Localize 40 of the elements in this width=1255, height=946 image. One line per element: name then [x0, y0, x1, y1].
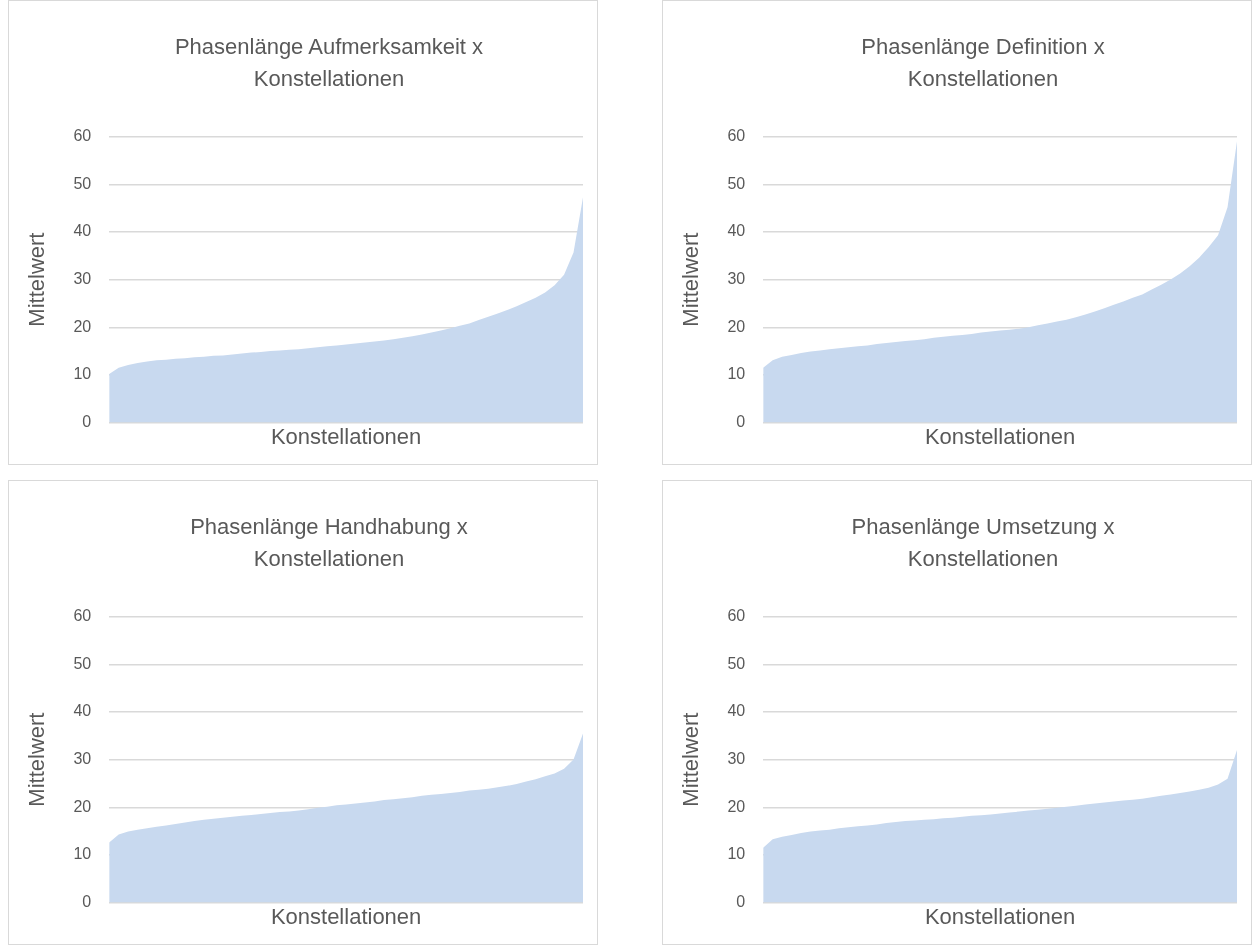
- y-tick-label: 40: [73, 222, 92, 240]
- y-tick-label: 50: [727, 174, 746, 192]
- chart-title: Phasenlänge Definition x Konstellationen: [860, 33, 1106, 93]
- x-axis-title: Konstellationen: [270, 903, 422, 929]
- y-axis-title: Mittelwert: [678, 232, 704, 327]
- y-tick-label: 10: [727, 845, 746, 863]
- y-tick-label: 20: [727, 317, 746, 335]
- x-axis-title: Konstellationen: [924, 903, 1076, 929]
- y-tick-label: 10: [73, 365, 92, 383]
- y-tick-label: 60: [727, 127, 746, 145]
- y-tick-label: 50: [727, 654, 746, 672]
- y-tick-label: 40: [727, 702, 746, 720]
- y-tick-label: 30: [73, 270, 92, 288]
- y-tick-label: 0: [736, 893, 746, 911]
- y-tick-label: 40: [73, 702, 92, 720]
- y-tick-label: 60: [73, 607, 92, 625]
- y-tick-label: 10: [727, 365, 746, 383]
- y-tick-label: 0: [82, 413, 92, 431]
- y-tick-label: 10: [73, 845, 92, 863]
- y-tick-label: 30: [727, 270, 746, 288]
- chart-title: Phasenlänge Umsetzung x Konstellationen: [850, 513, 1116, 573]
- y-tick-label: 20: [73, 317, 92, 335]
- y-axis-title: Mittelwert: [24, 232, 50, 327]
- chart-title: Phasenlänge Aufmerksamkeit x Konstellationen: [173, 33, 485, 93]
- y-tick-label: 30: [73, 750, 92, 768]
- y-tick-label: 20: [73, 797, 92, 815]
- y-tick-label: 60: [73, 127, 92, 145]
- y-tick-label: 0: [736, 413, 746, 431]
- y-tick-label: 50: [73, 654, 92, 672]
- x-axis-title: Konstellationen: [270, 423, 422, 449]
- y-tick-label: 60: [727, 607, 746, 625]
- y-tick-label: 50: [73, 174, 92, 192]
- y-axis-title: Mittelwert: [678, 712, 704, 807]
- y-tick-label: 20: [727, 797, 746, 815]
- chart-title: Phasenlänge Handhabung x Konstellationen: [189, 513, 469, 573]
- y-tick-label: 30: [727, 750, 746, 768]
- y-tick-label: 40: [727, 222, 746, 240]
- x-axis-title: Konstellationen: [924, 423, 1076, 449]
- y-tick-label: 0: [82, 893, 92, 911]
- y-axis-title: Mittelwert: [24, 712, 50, 807]
